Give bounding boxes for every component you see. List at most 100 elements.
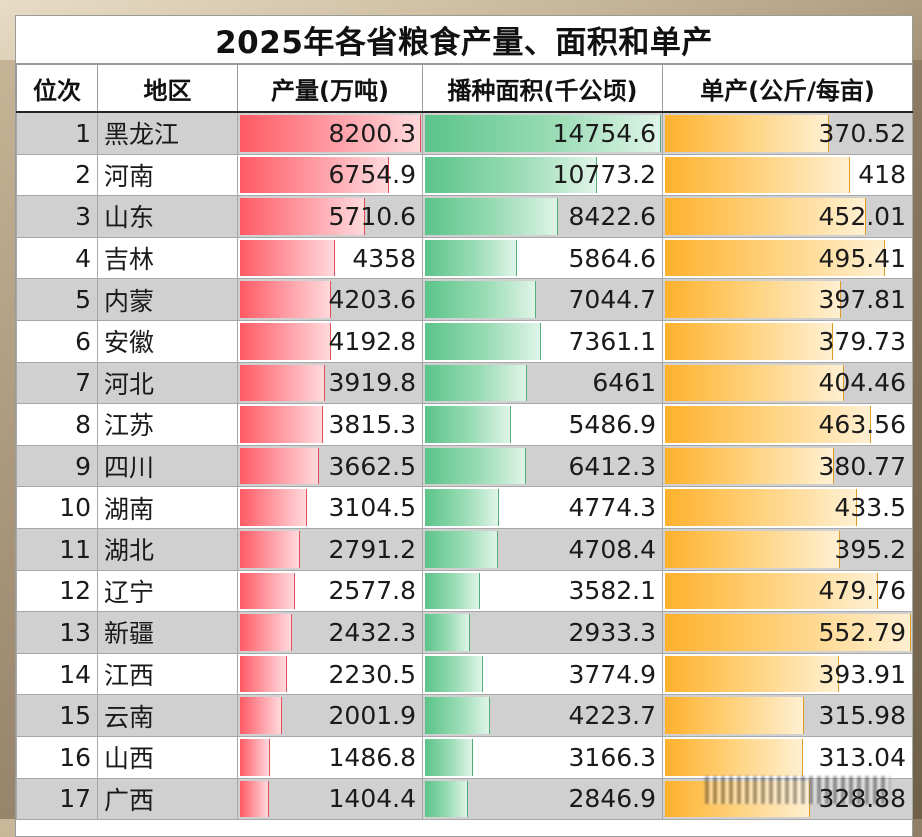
cell-yield[interactable]: 315.98 bbox=[662, 694, 913, 737]
cell-production[interactable]: 2230.5 bbox=[237, 652, 423, 696]
cell-production[interactable]: 2432.3 bbox=[237, 611, 423, 654]
table-row: 12 辽宁 2577.8 3582.1 479.76 bbox=[16, 569, 913, 613]
cell-region[interactable]: 河北 bbox=[97, 361, 238, 405]
cell-area[interactable]: 3774.9 bbox=[422, 652, 663, 696]
data-bar bbox=[665, 780, 811, 818]
cell-production[interactable]: 3104.5 bbox=[237, 486, 423, 529]
cell-area[interactable]: 6461 bbox=[422, 361, 663, 405]
header-yield[interactable]: 单产(公斤/每亩) bbox=[662, 64, 913, 113]
cell-area[interactable]: 14754.6 bbox=[422, 111, 663, 155]
cell-yield[interactable]: 452.01 bbox=[662, 195, 913, 238]
data-bar bbox=[240, 447, 320, 485]
cell-area[interactable]: 2846.9 bbox=[422, 777, 663, 821]
cell-area[interactable]: 8422.6 bbox=[422, 195, 663, 238]
cell-region[interactable]: 山西 bbox=[97, 735, 238, 779]
cell-yield[interactable]: 463.56 bbox=[662, 403, 913, 446]
table-row: 15 云南 2001.9 4223.7 315.98 bbox=[16, 694, 913, 737]
cell-production[interactable]: 4203.6 bbox=[237, 278, 423, 321]
cell-rank[interactable]: 10 bbox=[16, 486, 98, 529]
cell-area[interactable]: 7044.7 bbox=[422, 278, 663, 321]
cell-region[interactable]: 新疆 bbox=[97, 611, 238, 654]
cell-rank[interactable]: 14 bbox=[16, 652, 98, 696]
cell-yield[interactable]: 379.73 bbox=[662, 319, 913, 363]
cell-area[interactable]: 10773.2 bbox=[422, 153, 663, 197]
cell-rank[interactable]: 16 bbox=[16, 735, 98, 779]
header-area[interactable]: 播种面积(千公顷) bbox=[422, 64, 663, 113]
cell-yield[interactable]: 479.76 bbox=[662, 569, 913, 613]
cell-yield[interactable]: 393.91 bbox=[662, 652, 913, 696]
cell-yield[interactable]: 552.79 bbox=[662, 611, 913, 654]
cell-rank[interactable]: 13 bbox=[16, 611, 98, 654]
cell-rank[interactable]: 1 bbox=[16, 111, 98, 155]
cell-region[interactable]: 湖北 bbox=[97, 527, 238, 571]
cell-area[interactable]: 4223.7 bbox=[422, 694, 663, 737]
data-bar bbox=[425, 322, 542, 360]
cell-yield[interactable]: 380.77 bbox=[662, 444, 913, 488]
cell-rank[interactable]: 11 bbox=[16, 527, 98, 571]
cell-area-value: 8422.6 bbox=[568, 201, 656, 231]
header-region[interactable]: 地区 bbox=[97, 64, 238, 113]
header-production[interactable]: 产量(万吨) bbox=[237, 64, 423, 113]
cell-production[interactable]: 5710.6 bbox=[237, 195, 423, 238]
cell-rank[interactable]: 7 bbox=[16, 361, 98, 405]
cell-production[interactable]: 1486.8 bbox=[237, 735, 423, 779]
cell-rank[interactable]: 9 bbox=[16, 444, 98, 488]
cell-area[interactable]: 7361.1 bbox=[422, 319, 663, 363]
cell-production[interactable]: 2001.9 bbox=[237, 694, 423, 737]
cell-production[interactable]: 4358 bbox=[237, 236, 423, 280]
cell-region[interactable]: 黑龙江 bbox=[97, 111, 238, 155]
cell-rank[interactable]: 6 bbox=[16, 319, 98, 363]
cell-area[interactable]: 3166.3 bbox=[422, 735, 663, 779]
cell-yield[interactable]: 328.88 bbox=[662, 777, 913, 821]
cell-yield[interactable]: 313.04 bbox=[662, 735, 913, 779]
table-row: 4 吉林 4358 5864.6 495.41 bbox=[16, 236, 913, 280]
cell-production[interactable]: 6754.9 bbox=[237, 153, 423, 197]
data-bar bbox=[240, 364, 325, 402]
cell-region[interactable]: 江西 bbox=[97, 652, 238, 696]
cell-region[interactable]: 江苏 bbox=[97, 403, 238, 446]
cell-area[interactable]: 3582.1 bbox=[422, 569, 663, 613]
cell-yield[interactable]: 433.5 bbox=[662, 486, 913, 529]
cell-production[interactable]: 3662.5 bbox=[237, 444, 423, 488]
cell-rank[interactable]: 5 bbox=[16, 278, 98, 321]
cell-region[interactable]: 内蒙 bbox=[97, 278, 238, 321]
cell-region[interactable]: 山东 bbox=[97, 195, 238, 238]
header-rank[interactable]: 位次 bbox=[16, 64, 98, 113]
cell-yield[interactable]: 395.2 bbox=[662, 527, 913, 571]
cell-region[interactable]: 广西 bbox=[97, 777, 238, 821]
cell-rank[interactable]: 4 bbox=[16, 236, 98, 280]
cell-production[interactable]: 4192.8 bbox=[237, 319, 423, 363]
cell-production[interactable]: 2577.8 bbox=[237, 569, 423, 613]
cell-region[interactable]: 吉林 bbox=[97, 236, 238, 280]
table-row: 10 湖南 3104.5 4774.3 433.5 bbox=[16, 486, 913, 529]
cell-region[interactable]: 河南 bbox=[97, 153, 238, 197]
cell-region[interactable]: 四川 bbox=[97, 444, 238, 488]
cell-area[interactable]: 2933.3 bbox=[422, 611, 663, 654]
cell-rank[interactable]: 17 bbox=[16, 777, 98, 821]
cell-yield[interactable]: 495.41 bbox=[662, 236, 913, 280]
cell-region[interactable]: 安徽 bbox=[97, 319, 238, 363]
cell-area[interactable]: 5864.6 bbox=[422, 236, 663, 280]
cell-area[interactable]: 4708.4 bbox=[422, 527, 663, 571]
cell-region[interactable]: 湖南 bbox=[97, 486, 238, 529]
cell-rank[interactable]: 3 bbox=[16, 195, 98, 238]
cell-rank[interactable]: 12 bbox=[16, 569, 98, 613]
cell-production[interactable]: 8200.3 bbox=[237, 111, 423, 155]
cell-area[interactable]: 5486.9 bbox=[422, 403, 663, 446]
cell-rank[interactable]: 8 bbox=[16, 403, 98, 446]
cell-yield[interactable]: 404.46 bbox=[662, 361, 913, 405]
cell-yield[interactable]: 397.81 bbox=[662, 278, 913, 321]
cell-rank[interactable]: 2 bbox=[16, 153, 98, 197]
cell-region[interactable]: 辽宁 bbox=[97, 569, 238, 613]
cell-production[interactable]: 2791.2 bbox=[237, 527, 423, 571]
cell-area[interactable]: 6412.3 bbox=[422, 444, 663, 488]
cell-area[interactable]: 4774.3 bbox=[422, 486, 663, 529]
cell-production[interactable]: 1404.4 bbox=[237, 777, 423, 821]
cell-region[interactable]: 云南 bbox=[97, 694, 238, 737]
cell-rank[interactable]: 15 bbox=[16, 694, 98, 737]
cell-yield[interactable]: 370.52 bbox=[662, 111, 913, 155]
cell-production[interactable]: 3815.3 bbox=[237, 403, 423, 446]
cell-production[interactable]: 3919.8 bbox=[237, 361, 423, 405]
data-bar bbox=[665, 697, 805, 734]
cell-yield[interactable]: 418 bbox=[662, 153, 913, 197]
